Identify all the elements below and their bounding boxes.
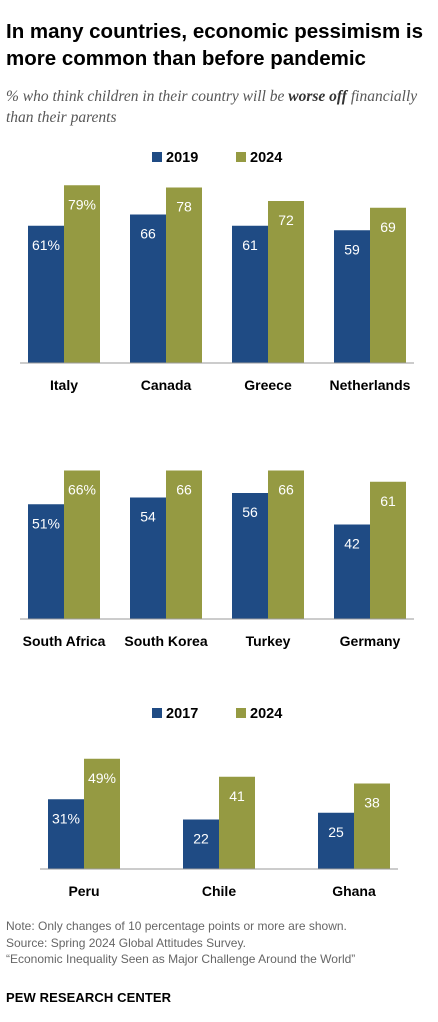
category-label: Turkey [246,633,291,649]
bar-netherlands-2024 [370,207,406,363]
bar-turkey-2019 [232,493,268,619]
value-label: 78 [176,199,192,215]
subtitle-suffix: financially than their parents [6,88,418,126]
value-label: 31% [52,810,80,826]
bar-chile-2024 [219,776,255,869]
category-label: South Korea [124,633,207,649]
bar-netherlands-2019 [334,230,370,363]
category-label: Canada [141,377,192,393]
bar-canada-2019 [130,214,166,363]
value-label: 66 [278,482,294,498]
value-label: 22 [193,831,209,847]
subtitle-prefix: % who think children in their country wi… [6,88,289,105]
bar-italy-2024 [64,185,100,363]
legend-label-2024: 2024 [250,150,282,166]
chart-subtitle: % who think children in their country wi… [6,86,436,128]
bar-south-korea-2019 [130,497,166,619]
value-label: 38 [364,795,380,811]
chart-notes: Note: Only changes of 10 percentage poin… [6,918,436,968]
category-label: Germany [340,633,401,649]
value-label: 61 [380,493,396,509]
value-label: 61 [242,237,258,253]
bar-ghana-2024 [354,783,390,869]
value-label: 66% [68,482,96,498]
category-label: South Africa [23,633,106,649]
category-label: Netherlands [330,377,411,393]
category-label: Ghana [332,883,376,899]
bar-germany-2024 [370,481,406,619]
report-title-line: “Economic Inequality Seen as Major Chall… [6,952,356,966]
value-label: 66 [176,482,192,498]
subtitle-emphasis: worse off [288,88,347,105]
legend-swatch-2024 [236,708,246,718]
bar-turkey-2024 [268,470,304,619]
legend-label-2024: 2024 [250,706,282,722]
legend-label-2017: 2017 [166,706,198,722]
legend-label-2019: 2019 [166,150,198,166]
value-label: 49% [88,770,116,786]
category-label: Greece [244,377,292,393]
bar-peru-2017 [48,799,84,869]
bar-charts: 2019 2024 61% 79% Italy 66 78 Canada 61 72 Greece 5… [20,150,414,899]
value-label: 42 [344,536,360,552]
value-label: 51% [32,515,60,531]
bar-chile-2017 [183,819,219,869]
value-label: 61% [32,237,60,253]
chart-title: In many countries, economic pessimism is… [6,20,423,70]
bar-ghana-2017 [318,812,354,869]
value-label: 59 [344,241,360,257]
note-line: Note: Only changes of 10 percentage poin… [6,919,347,933]
value-label: 79% [68,196,96,212]
bar-south-africa-2024 [64,470,100,619]
bar-south-korea-2024 [166,470,202,619]
bar-greece-2024 [268,201,304,363]
value-label: 72 [278,212,294,228]
value-label: 56 [242,504,258,520]
source-line: Source: Spring 2024 Global Attitudes Sur… [6,935,246,950]
legend-swatch-2017 [152,708,162,718]
category-label: Italy [50,377,78,393]
bar-greece-2019 [232,225,268,363]
value-label: 66 [140,226,156,242]
legend-swatch-2024 [236,152,246,162]
category-label: Peru [68,883,99,899]
bar-germany-2019 [334,524,370,619]
bar-south-africa-2019 [28,504,64,619]
legend-swatch-2019 [152,152,162,162]
value-label: 69 [380,219,396,235]
category-label: Chile [202,883,236,899]
value-label: 54 [140,509,156,525]
bar-peru-2024 [84,758,120,869]
value-label: 25 [328,824,344,840]
pew-logo-text: PEW RESEARCH CENTER [6,990,172,1005]
bar-canada-2024 [166,187,202,363]
bar-italy-2019 [28,225,64,363]
value-label: 41 [229,788,245,804]
